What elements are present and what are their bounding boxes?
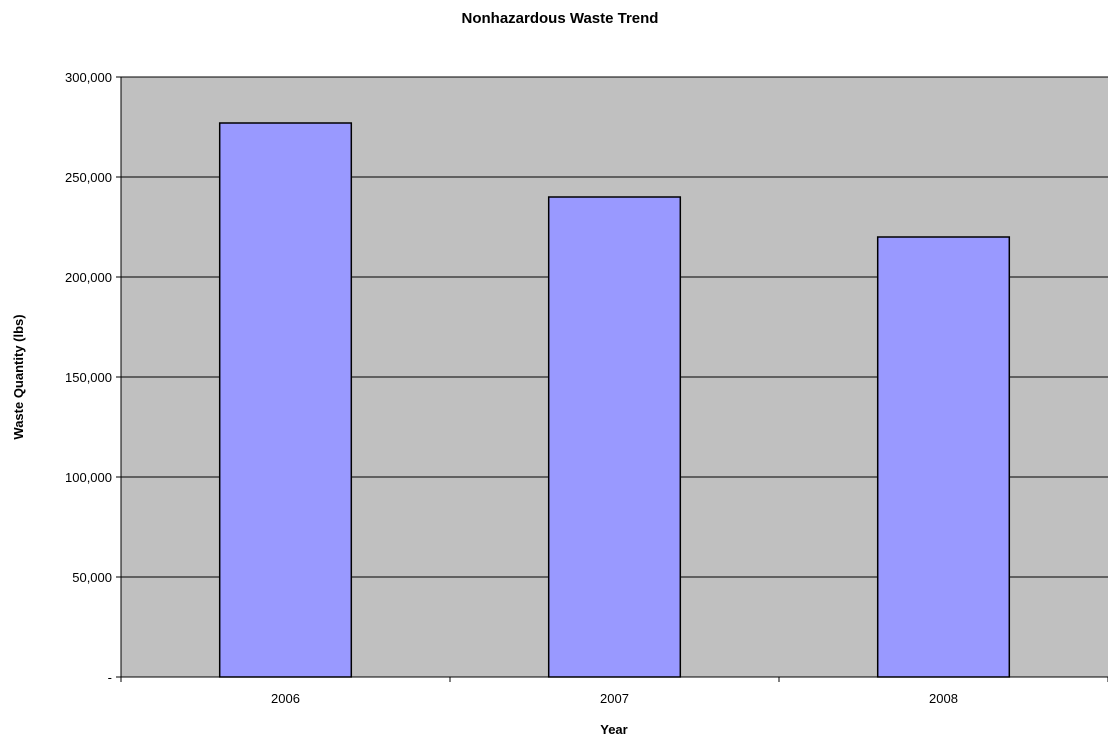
chart-title: Nonhazardous Waste Trend	[462, 10, 659, 27]
y-axis-title: Waste Quantity (lbs)	[11, 314, 26, 439]
y-tick-label: 300,000	[65, 70, 112, 85]
x-tick-label: 2007	[600, 691, 629, 706]
bar-2007	[547, 196, 682, 678]
y-tick-label: 100,000	[65, 470, 112, 485]
y-tick-label: 250,000	[65, 170, 112, 185]
y-tick-label: -	[108, 670, 112, 685]
y-axis-ticks: - 50,000 100,000 150,000 200,000 250,000 300,0…	[65, 70, 121, 685]
y-tick-label: 150,000	[65, 370, 112, 385]
bars	[218, 122, 1011, 678]
x-tick-label: 2006	[271, 691, 300, 706]
y-tick-label: 50,000	[72, 570, 112, 585]
x-axis-ticks: 2006 2007 2008	[120, 677, 1108, 706]
x-tick-label: 2008	[929, 691, 958, 706]
bar-2006	[218, 122, 353, 678]
x-axis-title: Year	[600, 722, 627, 737]
bar-2008	[876, 236, 1011, 678]
y-tick-label: 200,000	[65, 270, 112, 285]
